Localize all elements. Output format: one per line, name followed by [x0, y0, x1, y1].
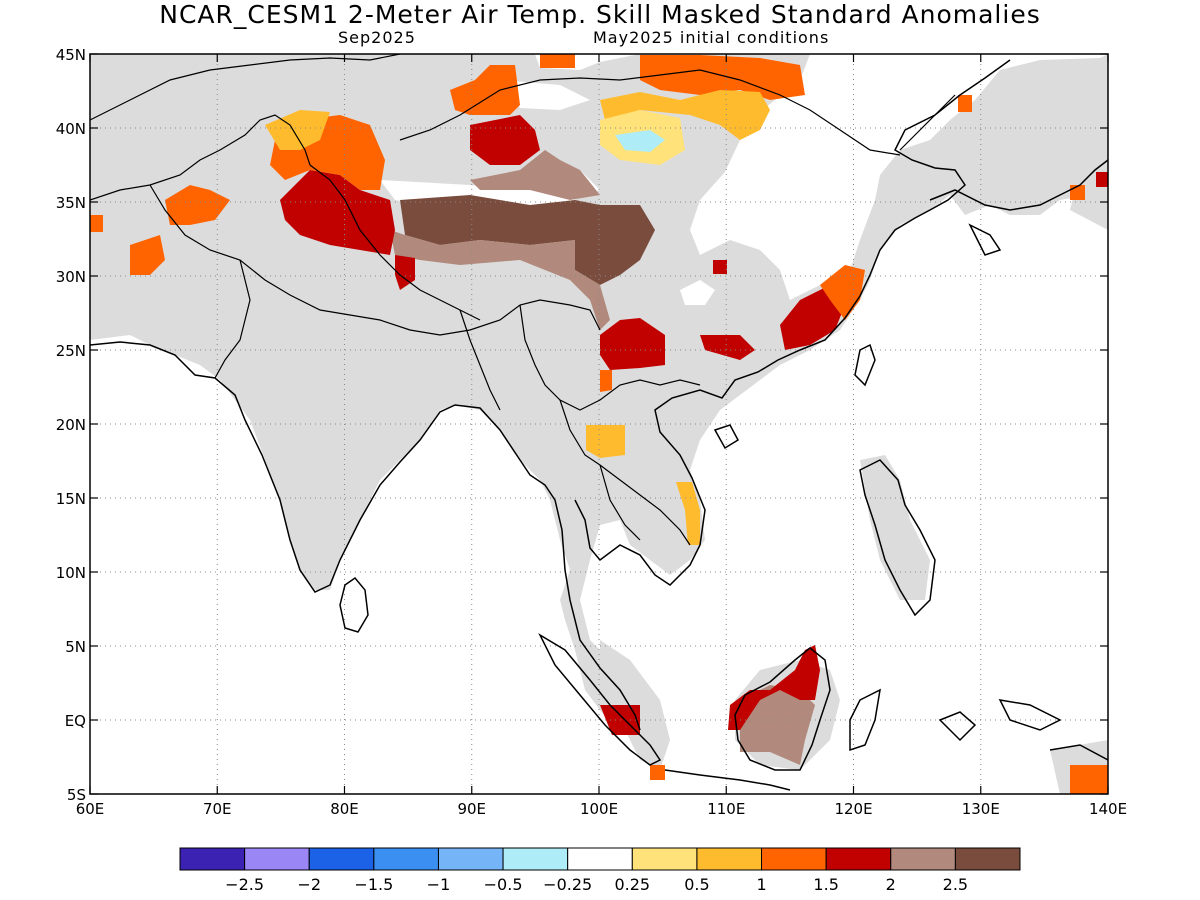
anomaly-2.5-tibet — [400, 195, 655, 285]
anomaly-1-yunnan — [600, 370, 612, 392]
lat-label: 5S — [67, 786, 86, 804]
anomaly-2-borneo — [728, 645, 820, 730]
anomaly-1.5-karakoram — [280, 170, 395, 255]
colorbar-swatch — [502, 847, 569, 871]
colorbar-swatch — [567, 847, 633, 871]
anomaly-1-afghan — [165, 185, 230, 225]
colorbar — [179, 847, 1021, 871]
colorbar-label: −2.5 — [225, 875, 264, 894]
longitude-labels: 60E 70E 80E 90E 100E 110E 120E 130E 140E — [76, 800, 1127, 818]
lon-label: 60E — [76, 800, 105, 818]
anomaly-2-guangxi — [700, 335, 755, 360]
anomaly-0.5-kashmir — [265, 110, 330, 150]
anomaly-2-japan — [1096, 172, 1108, 187]
colorbar-label: 0.5 — [684, 875, 709, 894]
lon-label: 100E — [580, 800, 618, 818]
colorbar-swatch — [631, 847, 698, 871]
colorbar-label: 2 — [886, 875, 896, 894]
anomaly-1-afghan-2 — [130, 235, 165, 275]
chart-title: NCAR_CESM1 2-Meter Air Temp. Skill Maske… — [159, 0, 1041, 29]
lat-label: 5N — [65, 638, 86, 656]
masked-philippines — [860, 455, 930, 600]
map-field — [90, 54, 1108, 794]
anomaly-1-korea — [958, 95, 972, 112]
anomaly-1-tarim — [450, 65, 520, 115]
anomaly-2.5-borneo — [740, 685, 815, 765]
lon-label: 110E — [707, 800, 745, 818]
colorbar-label: −0.25 — [543, 875, 592, 894]
lon-label: 90E — [457, 800, 486, 818]
unmasked-patch-4 — [500, 80, 590, 110]
lat-label: 35N — [56, 194, 86, 212]
lat-label: 15N — [56, 490, 86, 508]
colorbar-swatch — [179, 847, 246, 871]
axis-ticks — [89, 53, 1109, 795]
lon-label: 80E — [330, 800, 359, 818]
anomaly-1-java — [650, 765, 665, 780]
colorbar-swatch — [308, 847, 375, 871]
colorbar-label: 2.5 — [943, 875, 968, 894]
colorbar-swatch — [696, 847, 763, 871]
colorbar-label: −2 — [297, 875, 321, 894]
colorbar-swatch — [954, 847, 1021, 871]
colorbar-swatch — [373, 847, 439, 871]
anomaly-neg0.25-gobi — [615, 130, 665, 152]
colorbar-label: −1.5 — [354, 875, 393, 894]
initial-conditions: May2025 initial conditions — [593, 28, 830, 47]
lat-label: 10N — [56, 564, 86, 582]
colorbar-swatch — [437, 847, 504, 871]
anomaly-1.5-nepal — [395, 255, 415, 290]
lat-label: 25N — [56, 342, 86, 360]
lon-label: 70E — [203, 800, 232, 818]
anomaly-2-tarim — [470, 115, 540, 165]
anomaly-0.5-vietnam — [676, 482, 700, 545]
lat-label: 20N — [56, 416, 86, 434]
gridlines — [90, 54, 1108, 794]
lon-label: 120E — [834, 800, 872, 818]
anomaly-2-tibet-edge — [390, 230, 610, 330]
country-borders — [90, 54, 956, 546]
lat-label: 40N — [56, 120, 86, 138]
coastlines — [90, 59, 1108, 791]
colorbar-label: −0.5 — [484, 875, 523, 894]
anomaly-0.5-mongolia — [600, 90, 770, 140]
anomaly-2-tibet-north — [470, 150, 600, 200]
anomaly-1-japan — [1070, 185, 1085, 200]
colorbar-swatch — [890, 847, 956, 871]
anomaly-0.5-laos — [586, 425, 625, 458]
colorbar-swatch — [244, 847, 310, 871]
colorbar-label: 0.25 — [614, 875, 650, 894]
lat-label: EQ — [65, 712, 86, 730]
anomaly-2-yunnan — [600, 318, 665, 370]
latitude-labels: 45N 40N 35N 30N 25N 20N 15N 10N 5N EQ 5S — [56, 46, 86, 804]
lon-label: 140E — [1089, 800, 1127, 818]
colorbar-labels: −2.5 −2 −1.5 −1 −0.5 −0.25 0.25 0.5 1 1.5 2 2.5 — [225, 875, 968, 894]
anomaly-1-northeast — [540, 54, 575, 68]
lat-label: 45N — [56, 46, 86, 64]
lon-label: 130E — [962, 800, 1000, 818]
colorbar-swatch — [761, 847, 827, 871]
unmasked-patch-3 — [680, 280, 715, 305]
colorbar-label: 1 — [756, 875, 766, 894]
colorbar-label: −1 — [427, 875, 451, 894]
colorbar-swatch — [825, 847, 892, 871]
colorbar-label: 1.5 — [813, 875, 838, 894]
lat-label: 30N — [56, 268, 86, 286]
anomaly-1-png — [1070, 765, 1108, 794]
anomaly-2-hunan — [713, 260, 727, 274]
valid-month: Sep2025 — [338, 28, 416, 47]
anomaly-1-iran-edge — [90, 215, 103, 232]
